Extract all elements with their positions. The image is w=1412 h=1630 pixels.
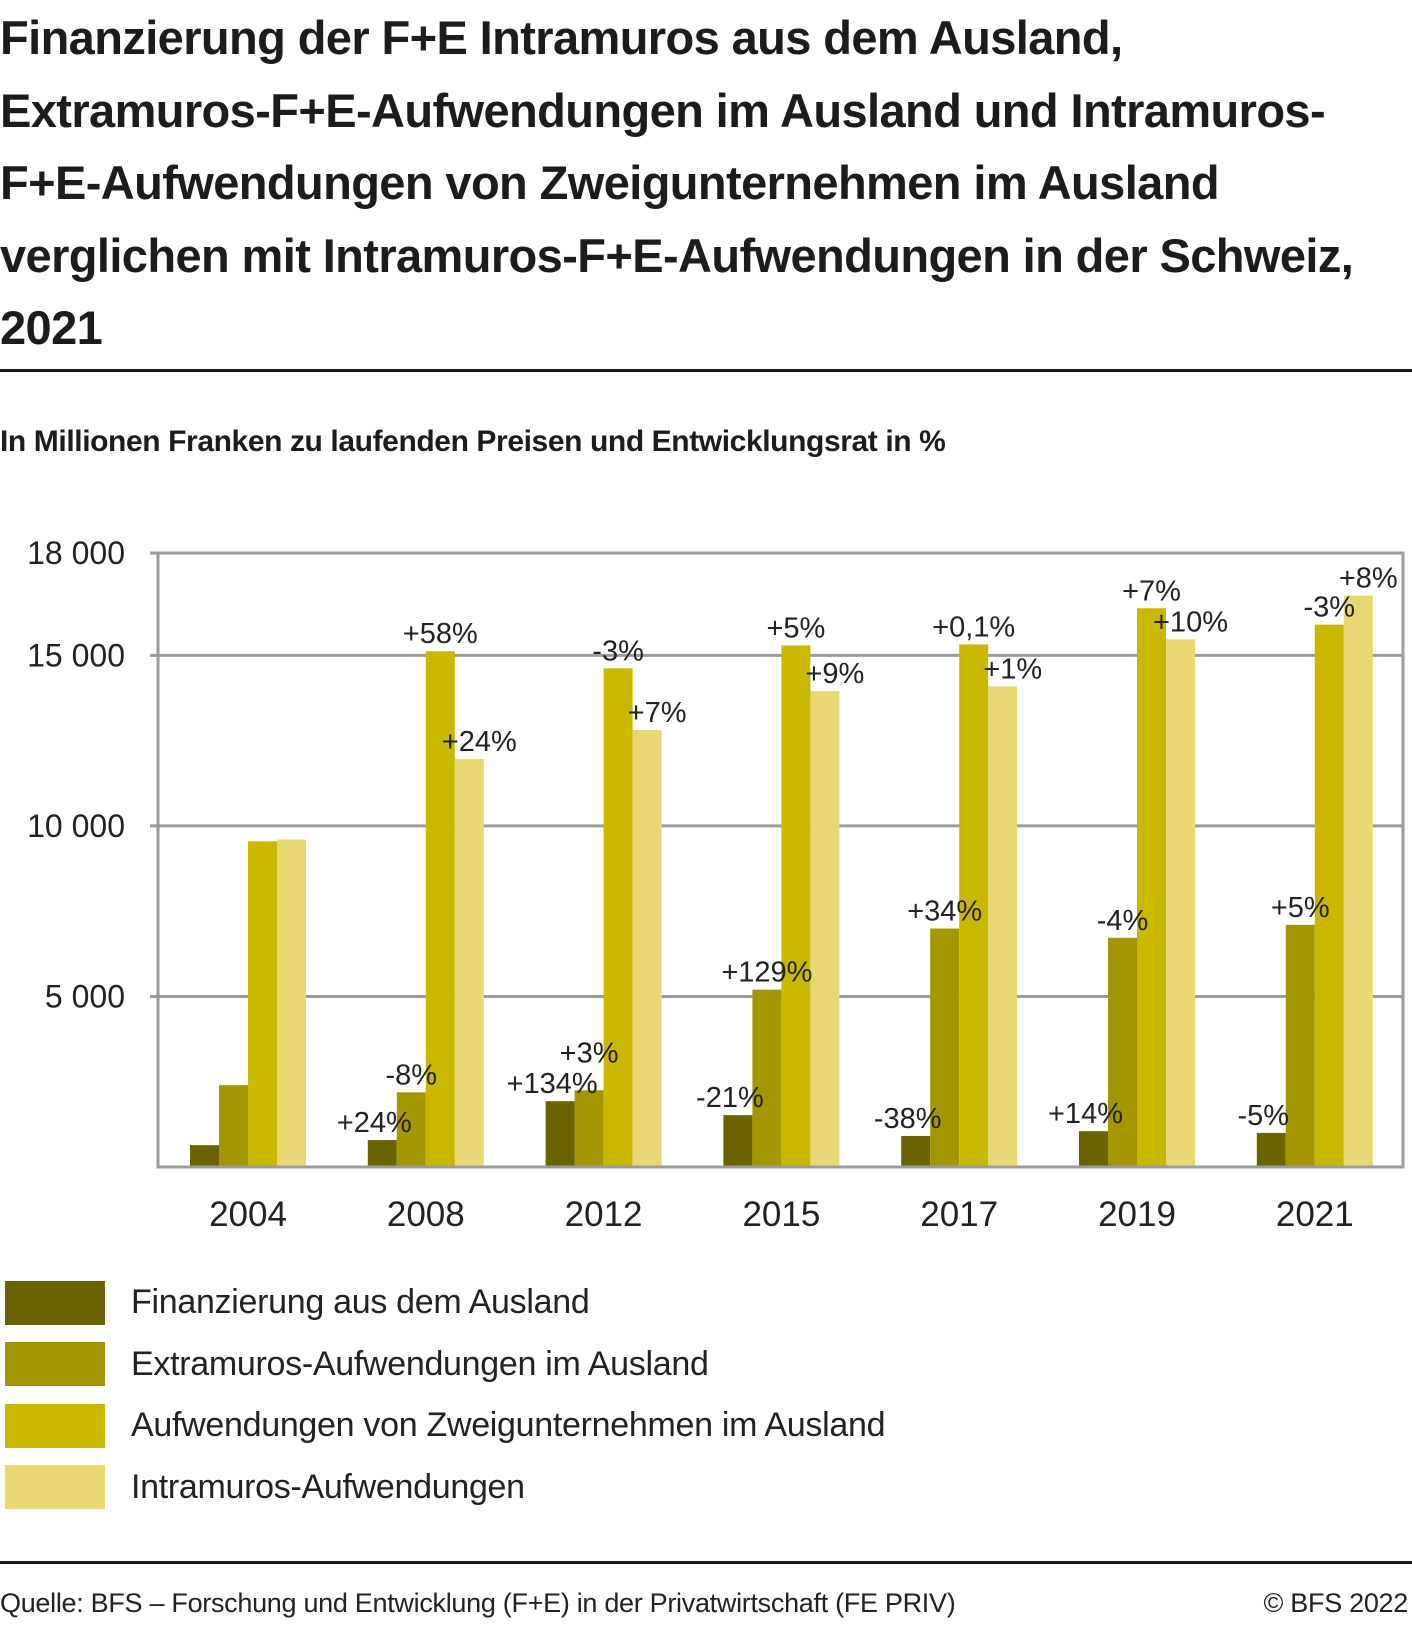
- x-tick-label: 2004: [209, 1195, 287, 1234]
- bar-2019-series-1: [1108, 937, 1137, 1167]
- legend-item-extramuros: Extramuros-Aufwendungen im Ausland: [5, 1334, 885, 1396]
- data-label: +129%: [721, 957, 812, 989]
- bar-2008-series-3: [454, 759, 484, 1167]
- y-tick-label: 15 000: [27, 637, 125, 673]
- data-label: +134%: [507, 1068, 598, 1100]
- data-label: +3%: [560, 1037, 619, 1069]
- footer-divider: [0, 1561, 1412, 1564]
- data-label: +7%: [628, 697, 687, 729]
- data-label: +10%: [1153, 606, 1228, 638]
- data-label: +0,1%: [932, 611, 1015, 643]
- bar-2008-series-2: [425, 651, 455, 1167]
- bar-2008-series-1: [396, 1092, 426, 1167]
- source-note: Quelle: BFS – Forschung und Entwicklung …: [0, 1588, 956, 1618]
- bar-2015-series-3: [810, 691, 840, 1167]
- bar-2019-series-2: [1137, 608, 1166, 1167]
- value-labels: +24% -8% +58% +24% +134%+3% -3% +7% -21% +129% +5…: [337, 563, 1398, 1139]
- bar-2021-series-3: [1343, 595, 1373, 1167]
- bar-2017-series-3: [988, 686, 1018, 1167]
- bar-2021-series-1: [1285, 924, 1315, 1167]
- data-label: +14%: [1048, 1098, 1123, 1130]
- bar-2004-series-1: [219, 1085, 248, 1167]
- data-label: +58%: [403, 618, 478, 650]
- data-label: +24%: [337, 1107, 412, 1139]
- data-label: +34%: [907, 896, 982, 928]
- data-label: +1%: [983, 653, 1042, 685]
- data-label: +8%: [1339, 563, 1398, 595]
- bar-chart: 5 000 10 000 15 000 18 000 2004 2008 2012 2015 2…: [27, 535, 1405, 1234]
- data-label: -38%: [874, 1103, 942, 1135]
- legend-label: Extramuros-Aufwendungen im Ausland: [131, 1344, 709, 1383]
- legend-label: Finanzierung aus dem Ausland: [131, 1283, 590, 1322]
- legend-item-intramuros: Intramuros-Aufwendungen: [5, 1457, 885, 1519]
- bar-2015-series-1: [752, 989, 782, 1167]
- legend-item-zweigunternehmen: Aufwendungen von Zweigunternehmen im Aus…: [5, 1395, 886, 1457]
- bar-2021-series-0: [1256, 1132, 1286, 1167]
- x-tick-label: 2019: [1098, 1195, 1176, 1234]
- bar-2015-series-2: [781, 645, 811, 1167]
- data-label: -4%: [1097, 905, 1149, 937]
- bar-2017-series-0: [901, 1135, 931, 1167]
- title-divider: [0, 369, 1412, 372]
- legend-swatch: [5, 1342, 105, 1387]
- legend-label: Aufwendungen von Zweigunternehmen im Aus…: [131, 1406, 886, 1445]
- data-label: +24%: [442, 726, 517, 758]
- legend-label: Intramuros-Aufwendungen: [131, 1467, 525, 1506]
- bar-2021-series-2: [1314, 624, 1344, 1167]
- bar-2017-series-2: [959, 644, 989, 1167]
- x-tick-label: 2015: [742, 1195, 820, 1234]
- x-tick-label: 2008: [387, 1195, 465, 1234]
- copyright: © BFS 2022: [1263, 1588, 1409, 1618]
- legend-item-finanzierung: Finanzierung aus dem Ausland: [5, 1272, 885, 1334]
- x-tick-label: 2017: [920, 1195, 998, 1234]
- bar-2015-series-0: [723, 1115, 753, 1167]
- bar-2012-series-1: [574, 1090, 604, 1167]
- chart-subtitle: In Millionen Franken zu laufenden Preise…: [0, 425, 946, 458]
- bar-2004-series-2: [248, 841, 277, 1167]
- data-label: +9%: [805, 658, 864, 690]
- data-label: +5%: [1271, 892, 1330, 924]
- x-tick-label: 2021: [1276, 1195, 1354, 1234]
- data-label: -3%: [592, 635, 644, 667]
- legend: Finanzierung aus dem Ausland Extramuros-…: [5, 1272, 886, 1519]
- bars: [190, 595, 1373, 1167]
- bar-2008-series-0: [367, 1140, 397, 1167]
- bar-2019-series-0: [1079, 1131, 1108, 1167]
- bar-2004-series-3: [277, 839, 306, 1167]
- x-tick-label: 2012: [565, 1195, 643, 1234]
- chart-title: Finanzierung der F+E Intramuros aus dem …: [0, 11, 1354, 354]
- bar-2012-series-0: [545, 1101, 575, 1167]
- data-label: -3%: [1304, 592, 1356, 624]
- data-label: -8%: [386, 1059, 438, 1091]
- legend-swatch: [5, 1280, 105, 1325]
- data-label: -5%: [1238, 1100, 1290, 1132]
- data-label: -21%: [696, 1082, 764, 1114]
- bar-2012-series-3: [632, 730, 662, 1167]
- y-tick-label: 18 000: [27, 535, 125, 571]
- bar-2012-series-2: [603, 668, 633, 1167]
- data-label: +7%: [1122, 575, 1181, 607]
- footer: Quelle: BFS – Forschung und Entwicklung …: [0, 1588, 1408, 1619]
- bar-2004-series-0: [190, 1145, 219, 1167]
- bar-2017-series-1: [930, 928, 960, 1167]
- legend-swatch: [5, 1465, 105, 1510]
- data-label: +5%: [766, 612, 825, 644]
- y-tick-label: 10 000: [27, 808, 125, 844]
- axes: 5 000 10 000 15 000 18 000 2004 2008 2012 2015 2…: [27, 535, 1405, 1234]
- legend-swatch: [5, 1403, 105, 1448]
- bar-2019-series-3: [1166, 639, 1195, 1167]
- y-tick-label: 5 000: [45, 978, 125, 1014]
